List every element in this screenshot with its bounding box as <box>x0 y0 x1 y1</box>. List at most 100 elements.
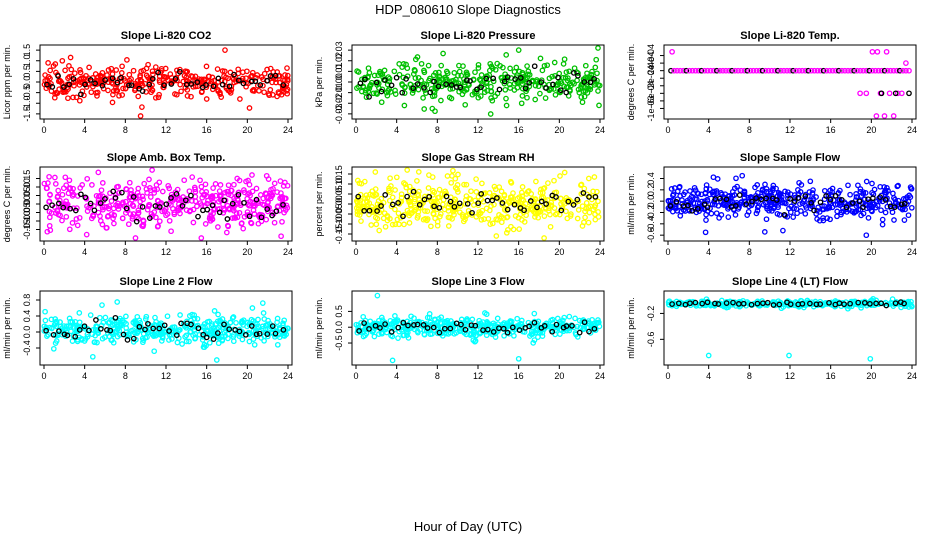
data-point <box>564 215 571 222</box>
x-tick-label: 20 <box>554 125 564 135</box>
data-point <box>484 319 490 325</box>
data-point <box>486 190 493 196</box>
data-point <box>389 221 396 228</box>
data-point <box>180 194 186 200</box>
data-point <box>63 198 69 205</box>
data-point <box>424 208 431 215</box>
data-point <box>725 214 732 220</box>
data-point <box>45 60 51 66</box>
x-tick-label: 8 <box>123 125 128 135</box>
data-point <box>261 89 267 96</box>
data-point <box>198 202 205 208</box>
data-point <box>563 69 570 76</box>
data-point <box>450 321 457 327</box>
x-tick-label: 0 <box>353 247 358 257</box>
data-point <box>770 182 777 189</box>
data-point <box>399 82 406 89</box>
data-point-black <box>252 78 259 85</box>
data-point <box>826 204 832 211</box>
data-point <box>398 191 405 198</box>
data-point <box>432 317 438 323</box>
panel-9: Slope Line 4 (LT) Flow ml/min per min. 0 4 8… <box>626 276 917 381</box>
data-point-black <box>684 202 691 209</box>
data-point-black <box>258 214 265 221</box>
x-tick-label: 0 <box>665 247 670 257</box>
data-point <box>270 185 276 192</box>
data-point <box>687 188 693 194</box>
x-tick-label: 20 <box>242 247 252 257</box>
data-point <box>255 220 262 227</box>
data-point-black <box>421 196 428 203</box>
data-point <box>387 175 393 182</box>
data-point-black <box>405 322 411 329</box>
data-point <box>139 335 146 342</box>
data-point <box>509 194 515 200</box>
data-point-black <box>92 80 98 87</box>
data-point <box>149 167 155 173</box>
data-point <box>496 212 502 218</box>
data-point <box>208 323 215 329</box>
data-point-black <box>522 85 529 92</box>
data-point-black <box>256 330 263 337</box>
data-point <box>138 78 145 84</box>
data-point <box>593 56 600 63</box>
y-tick-label: -6e-04 <box>646 80 656 106</box>
data-point-black <box>453 84 460 90</box>
data-point <box>403 61 409 68</box>
data-point-black <box>382 77 388 83</box>
data-point <box>432 215 438 222</box>
x-tick-label: 0 <box>41 371 46 381</box>
data-point <box>360 84 367 91</box>
data-point <box>170 205 176 212</box>
data-point <box>502 75 508 81</box>
data-point <box>817 67 824 74</box>
data-point <box>127 211 134 217</box>
data-point <box>581 219 587 226</box>
data-point <box>210 199 217 205</box>
data-point-black <box>388 82 395 89</box>
data-point <box>177 81 184 88</box>
data-point-black <box>504 206 511 213</box>
data-point-black <box>280 201 286 208</box>
data-point <box>855 182 861 189</box>
data-point <box>438 83 445 90</box>
data-point <box>422 208 428 214</box>
data-point <box>473 189 480 195</box>
data-point <box>503 52 510 58</box>
data-point <box>41 180 48 187</box>
data-point <box>557 173 563 179</box>
data-point-black <box>403 76 409 82</box>
data-point-black <box>226 326 233 333</box>
y-tick-label: 0.0 <box>334 321 344 334</box>
data-point <box>215 86 221 93</box>
data-point-black <box>226 83 233 90</box>
panel-frame <box>663 44 917 120</box>
data-point-black <box>759 67 766 74</box>
data-point-black <box>901 200 908 207</box>
data-point <box>500 64 506 71</box>
data-point <box>151 190 158 196</box>
data-point <box>784 67 790 74</box>
data-point <box>430 88 437 94</box>
data-point <box>809 190 816 196</box>
data-point <box>424 217 430 224</box>
data-point <box>462 101 469 108</box>
data-point <box>518 317 525 324</box>
data-point-black <box>210 336 217 342</box>
data-point <box>385 87 391 94</box>
data-point <box>873 113 880 119</box>
data-point <box>669 48 675 55</box>
data-point-black <box>516 327 523 333</box>
data-point <box>520 209 527 216</box>
data-point-black <box>667 203 674 209</box>
data-point <box>694 190 701 196</box>
data-point <box>110 339 117 346</box>
y-tick-label: 0.15 <box>22 170 32 188</box>
data-point <box>93 324 100 330</box>
data-point-black <box>72 207 79 214</box>
data-point-black <box>372 322 379 329</box>
data-point <box>845 182 851 189</box>
data-point <box>504 214 511 220</box>
data-point <box>446 94 453 101</box>
data-point <box>371 72 378 79</box>
